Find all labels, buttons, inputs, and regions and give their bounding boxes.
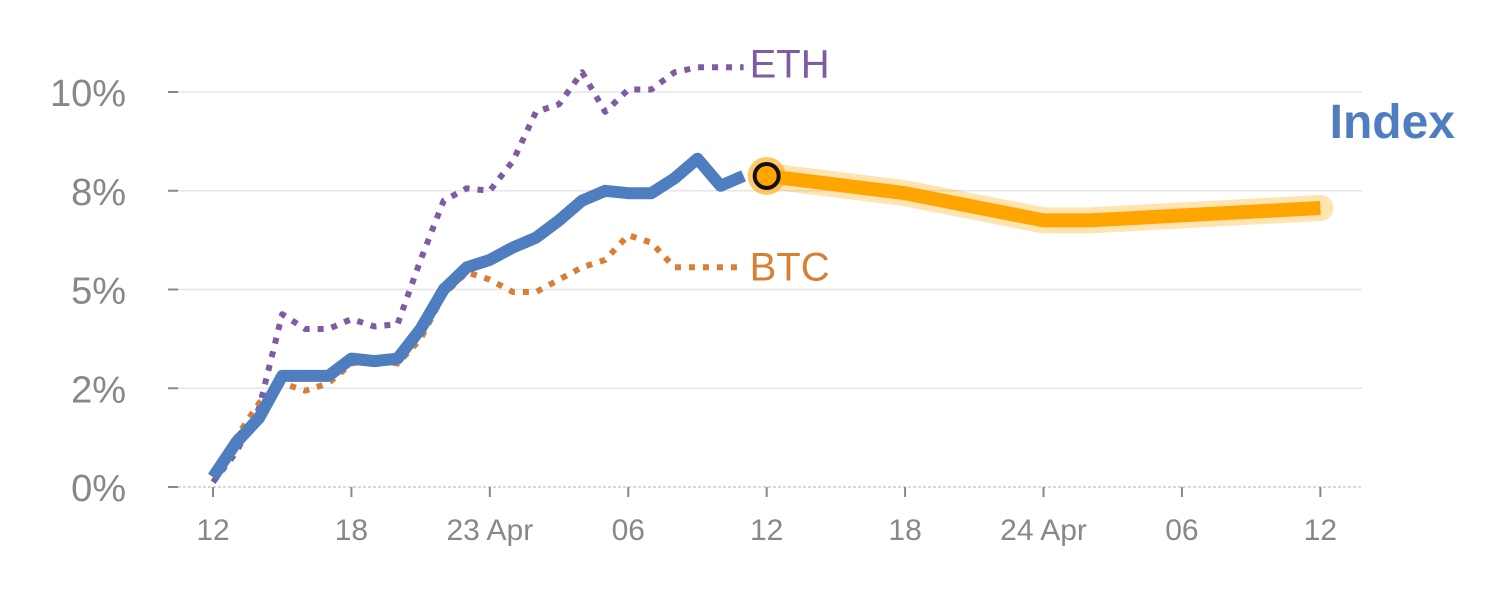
x-tick-label: 12	[196, 514, 229, 547]
btc-line	[210, 232, 744, 479]
y-tick-label: 2%	[71, 369, 126, 411]
y-tick-label: 5%	[71, 271, 126, 313]
y-tick-label: 0%	[71, 468, 126, 510]
index-label: Index	[1330, 96, 1456, 149]
x-tick-label: 23 Apr	[446, 514, 533, 547]
x-tick-label: 12	[750, 514, 783, 547]
x-tick-label: 24 Apr	[1000, 514, 1087, 547]
x-tick-label: 06	[612, 514, 645, 547]
x-tick-label: 06	[1165, 514, 1198, 547]
x-tick-label: 18	[888, 514, 921, 547]
forecast-line	[765, 168, 1321, 228]
index-line	[208, 152, 746, 481]
x-tick-label: 12	[1304, 514, 1337, 547]
labels: ETH BTC Index	[747, 42, 1456, 289]
current-value-marker	[752, 161, 781, 190]
y-tick-label: 8%	[71, 172, 126, 214]
gridlines: 0% 2% 5% 8% 10%	[50, 73, 1362, 510]
x-tick-label: 18	[335, 514, 368, 547]
eth-line	[210, 64, 744, 484]
btc-label: BTC	[750, 245, 830, 289]
x-axis: 12 18 23 Apr 06 12 18 24 Apr 06 12	[196, 487, 1337, 547]
series-lines	[208, 64, 1334, 484]
eth-label: ETH	[750, 42, 830, 86]
y-tick-label: 10%	[50, 73, 126, 115]
